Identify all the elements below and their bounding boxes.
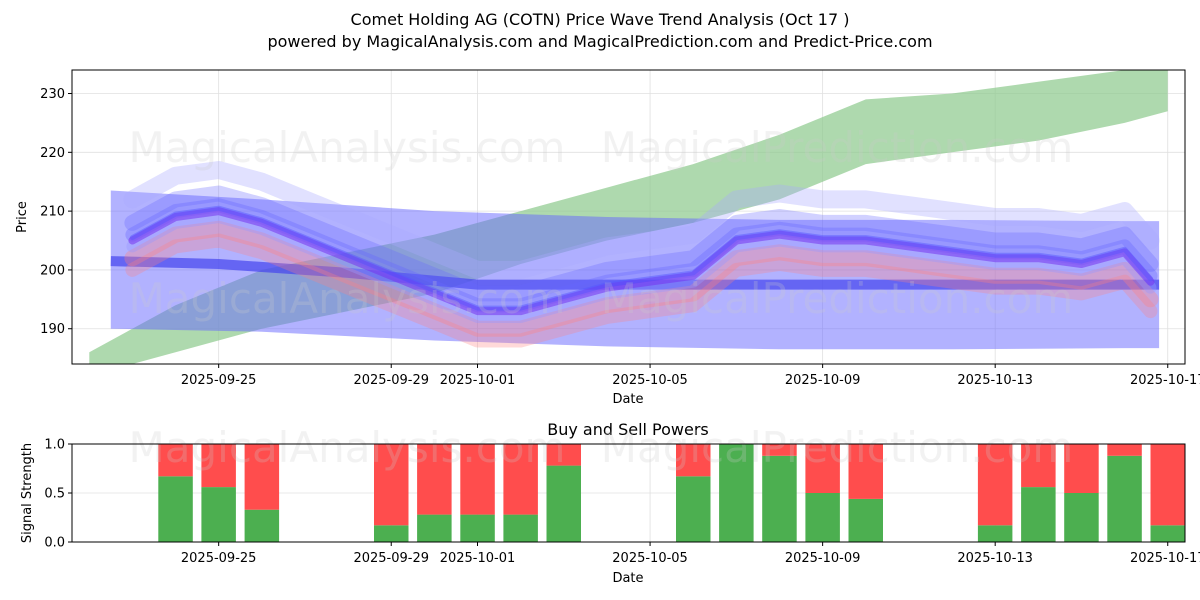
price-y-tick-label: 200	[40, 263, 65, 278]
buy-sell-x-tick-label: 2025-10-05	[612, 551, 688, 566]
price-plot-frame	[71, 69, 1186, 365]
buy-bar	[719, 444, 754, 542]
sell-bar	[158, 444, 193, 477]
watermark-analysis-3: MagicalAnalysis.com	[129, 423, 566, 472]
sell-bar	[805, 444, 840, 493]
wave-line-3	[125, 233, 1158, 348]
price-y-tick-label: 210	[40, 205, 65, 220]
price-y-tick-label: 230	[40, 87, 65, 102]
sell-bar	[374, 444, 409, 526]
price-y-tick-label: 190	[40, 322, 65, 337]
price-x-tick-label: 2025-10-13	[957, 373, 1033, 388]
sell-bar	[1107, 444, 1142, 456]
sell-bar	[417, 444, 452, 515]
buy-bar	[1107, 455, 1142, 542]
buy-sell-x-tick-label: 2025-10-13	[957, 551, 1033, 566]
buy-bar	[805, 493, 840, 542]
buy-bar	[503, 514, 538, 542]
chart-subtitle: powered by MagicalAnalysis.com and Magic…	[267, 32, 932, 51]
buy-sell-x-ticks: 2025-09-25 2025-09-29 2025-10-01 2025-10-05…	[181, 542, 1200, 566]
price-x-tick-label: 2025-09-29	[353, 373, 429, 388]
buy-sell-x-tick-label: 2025-09-29	[353, 551, 429, 566]
buy-sell-y-axis-label: Signal Strength	[20, 443, 35, 543]
wave-line-4	[125, 198, 1158, 313]
sell-bar	[848, 444, 883, 499]
buy-sell-y-tick-label: 0.0	[44, 536, 65, 551]
trend-line	[110, 256, 1160, 290]
sell-bar	[762, 444, 797, 456]
wave-line-5	[126, 211, 1157, 323]
watermark-prediction: MagicalPrediction.com	[601, 123, 1074, 172]
wave-line-2	[124, 220, 1159, 337]
buy-bar	[244, 509, 280, 542]
price-x-tick-label: 2025-10-09	[785, 373, 861, 388]
buy-bar	[676, 476, 711, 542]
buy-sell-bars	[158, 444, 1185, 542]
sell-bar	[676, 444, 711, 477]
watermark-prediction-3: MagicalPrediction.com	[601, 423, 1074, 472]
sell-bar	[244, 444, 280, 510]
buy-sell-y-tick-label: 1.0	[44, 438, 65, 453]
sell-bar	[1064, 444, 1099, 493]
price-x-ticks: 2025-09-25 2025-09-29 2025-10-01 2025-10-05…	[181, 364, 1200, 388]
sell-bar	[546, 444, 581, 466]
sell-bar	[460, 444, 495, 515]
price-y-axis-label: Price	[15, 201, 30, 233]
price-x-tick-label: 2025-10-01	[440, 373, 516, 388]
watermark-analysis-2: MagicalAnalysis.com	[129, 274, 566, 323]
price-x-tick-label: 2025-09-25	[181, 373, 257, 388]
buy-bar	[762, 455, 797, 542]
wave-line-7	[129, 205, 1153, 311]
buy-sell-y-tick-label: 0.5	[44, 487, 65, 502]
sell-bar	[201, 444, 236, 488]
watermark-prediction-2: MagicalPrediction.com	[601, 274, 1074, 323]
buy-bar	[374, 525, 409, 542]
buy-sell-x-axis-label: Date	[612, 571, 643, 586]
price-y-tick-label: 220	[40, 146, 65, 161]
buy-sell-x-tick-label: 2025-10-01	[440, 551, 516, 566]
sell-bar	[1150, 444, 1185, 526]
buy-bar	[546, 465, 581, 542]
buy-sell-plot: Buy and Sell Powers MagicalAnalysis.com …	[20, 420, 1200, 586]
buy-bar	[1021, 487, 1056, 542]
buy-bar	[201, 487, 236, 542]
price-x-tick-label: 2025-10-05	[612, 373, 688, 388]
buy-bar	[158, 476, 193, 542]
buy-sell-x-tick-label: 2025-10-17	[1130, 551, 1200, 566]
buy-bar	[460, 514, 495, 542]
sell-bar	[503, 444, 538, 515]
price-y-ticks: 190 200 210 220 230	[40, 87, 72, 337]
price-wave-plot: MagicalAnalysis.com MagicalPrediction.co…	[15, 69, 1200, 407]
buy-bar	[848, 498, 883, 542]
sell-bar	[977, 444, 1013, 526]
buy-sell-x-tick-label: 2025-10-09	[785, 551, 861, 566]
buy-sell-x-tick-label: 2025-09-25	[181, 551, 257, 566]
price-wave-marks	[89, 70, 1168, 364]
buy-sell-y-ticks: 0.0 0.5 1.0	[44, 438, 72, 551]
price-x-axis-label: Date	[612, 392, 643, 407]
buy-bar	[1064, 493, 1099, 542]
price-x-tick-label: 2025-10-17	[1130, 373, 1200, 388]
blue-trend-band	[110, 190, 1160, 350]
sell-bar	[1021, 444, 1056, 488]
wave-line-0	[123, 161, 1160, 279]
wave-line-1	[124, 185, 1159, 302]
buy-bar	[977, 525, 1013, 542]
watermark-analysis: MagicalAnalysis.com	[129, 123, 566, 172]
buy-bar	[1150, 525, 1185, 542]
wave-line-6	[128, 207, 1155, 316]
buy-bar	[417, 514, 452, 542]
buy-sell-title: Buy and Sell Powers	[547, 420, 709, 439]
chart-title: Comet Holding AG (COTN) Price Wave Trend…	[351, 10, 850, 29]
